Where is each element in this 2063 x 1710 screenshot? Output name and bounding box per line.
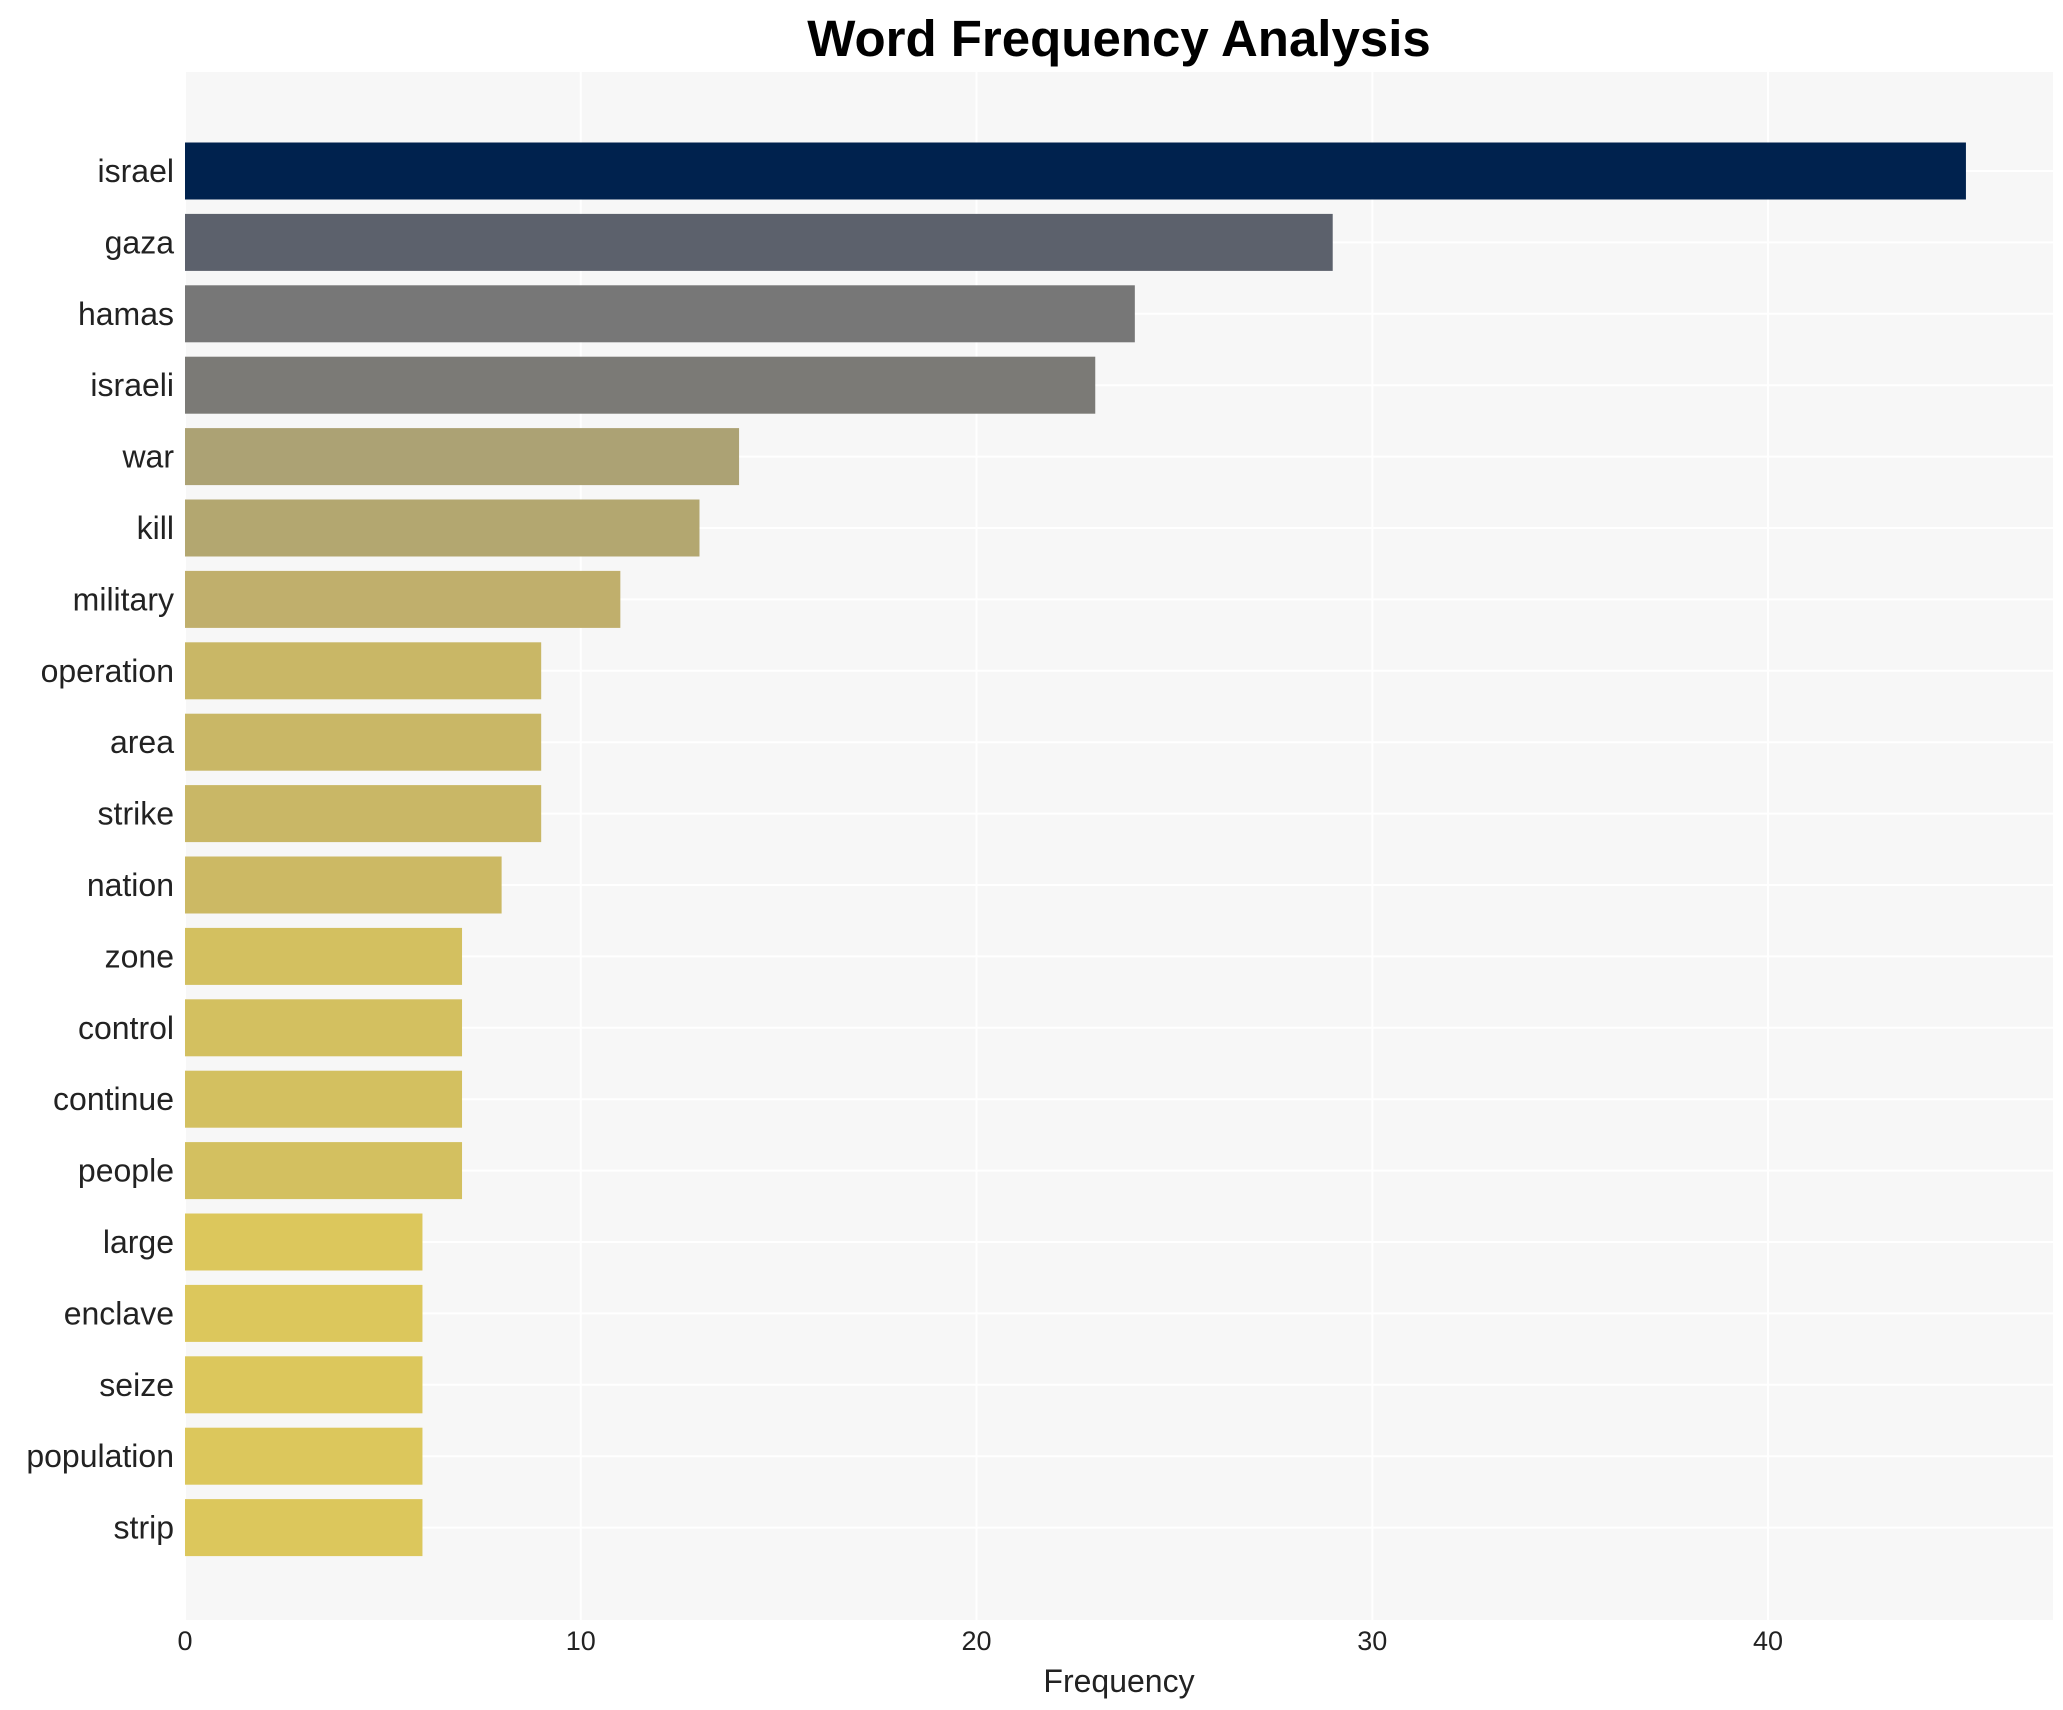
bar-area xyxy=(185,713,542,771)
bar-large xyxy=(185,1213,423,1271)
bar-war xyxy=(185,428,740,486)
category-label: seize xyxy=(99,1367,174,1403)
x-tick-label: 10 xyxy=(566,1626,596,1656)
category-label: population xyxy=(26,1438,174,1474)
bar-gaza xyxy=(185,213,1333,271)
category-label: israel xyxy=(98,153,174,189)
bar-kill xyxy=(185,499,700,557)
bars xyxy=(185,142,1966,1557)
category-label: large xyxy=(103,1224,174,1260)
x-tick-labels: 0 10 20 30 40 xyxy=(177,1626,1783,1656)
category-label: kill xyxy=(137,510,174,546)
category-label: strike xyxy=(98,796,174,832)
bar-military xyxy=(185,570,621,628)
bar-israeli xyxy=(185,356,1096,414)
bar-strike xyxy=(185,785,542,843)
bar-israel xyxy=(185,142,1966,200)
category-label: control xyxy=(78,1010,174,1046)
category-label: strip xyxy=(114,1510,174,1546)
category-label: operation xyxy=(41,653,174,689)
category-label: nation xyxy=(87,867,174,903)
category-label: continue xyxy=(53,1081,174,1117)
bar-zone xyxy=(185,927,463,985)
x-axis-label: Frequency xyxy=(1043,1663,1194,1699)
category-label: israeli xyxy=(90,367,174,403)
category-label: hamas xyxy=(78,296,174,332)
category-label: area xyxy=(110,724,174,760)
bar-hamas xyxy=(185,285,1135,343)
category-labels: israel gaza hamas israeli war kill military ope… xyxy=(26,153,174,1546)
category-label: military xyxy=(73,581,174,617)
bar-enclave xyxy=(185,1284,423,1342)
bar-control xyxy=(185,999,463,1057)
bar-seize xyxy=(185,1356,423,1414)
category-label: enclave xyxy=(64,1295,174,1331)
bar-strip xyxy=(185,1499,423,1557)
x-tick-label: 40 xyxy=(1753,1626,1783,1656)
bar-operation xyxy=(185,642,542,700)
chart-title: Word Frequency Analysis xyxy=(807,10,1431,67)
bar-nation xyxy=(185,856,502,914)
x-tick-label: 20 xyxy=(962,1626,992,1656)
category-label: people xyxy=(78,1153,174,1189)
bar-continue xyxy=(185,1070,463,1128)
category-label: zone xyxy=(105,938,174,974)
x-tick-label: 0 xyxy=(177,1626,192,1656)
category-label: gaza xyxy=(105,224,175,260)
x-tick-label: 30 xyxy=(1357,1626,1387,1656)
category-label: war xyxy=(121,439,174,475)
bar-population xyxy=(185,1427,423,1485)
bar-people xyxy=(185,1142,463,1200)
